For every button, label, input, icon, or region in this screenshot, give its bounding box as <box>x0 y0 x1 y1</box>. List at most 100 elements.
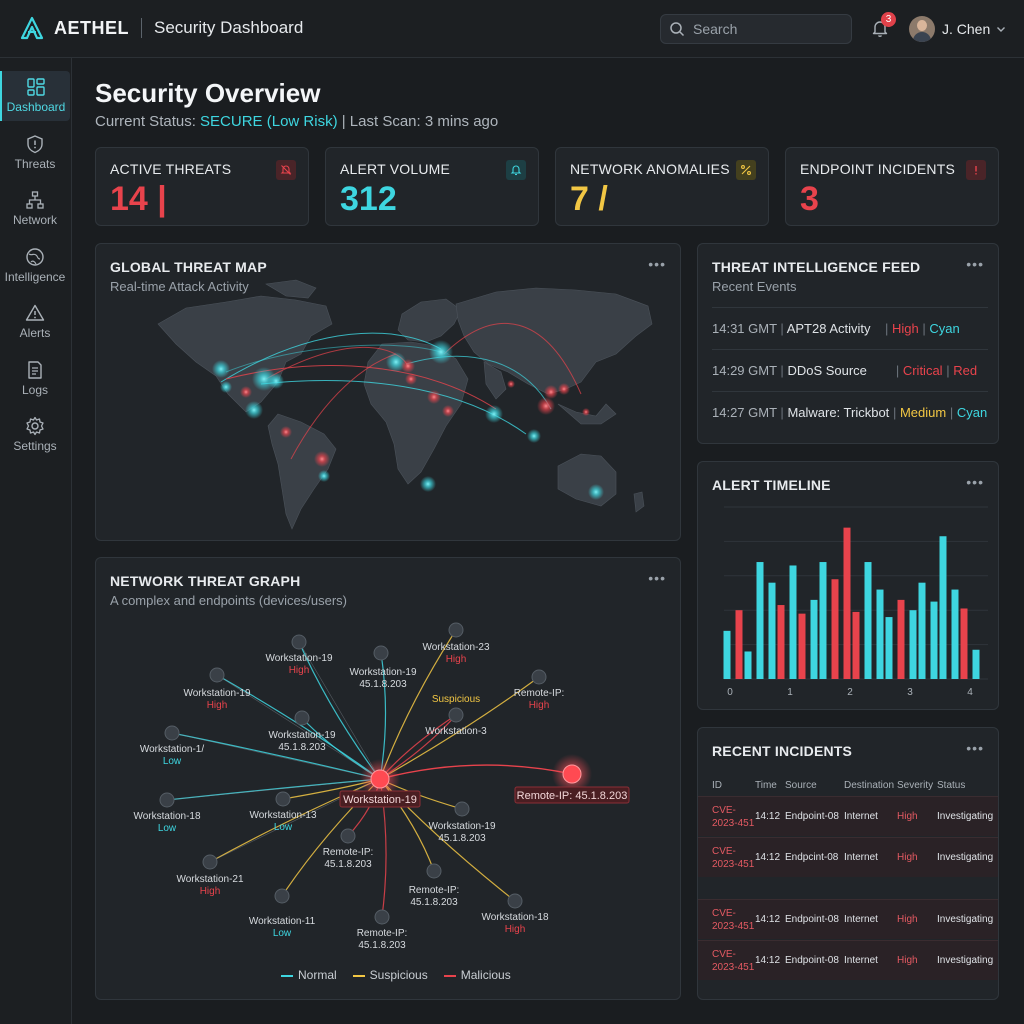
search-box[interactable] <box>660 14 852 44</box>
chart-bar[interactable] <box>810 599 818 679</box>
chart-bar[interactable] <box>789 565 797 679</box>
graph-node[interactable] <box>531 669 547 685</box>
chart-bar[interactable] <box>885 617 893 679</box>
table-row[interactable]: CVE- 2023-451 14:12 Endpcint-08 Internet … <box>698 837 998 877</box>
column-header[interactable]: ID <box>712 780 722 791</box>
world-map[interactable] <box>96 244 682 542</box>
alert-timeline-chart[interactable]: 0 1 2 3 4 <box>698 462 1000 711</box>
more-options-icon[interactable]: ••• <box>966 474 984 490</box>
chart-bar[interactable] <box>972 649 980 679</box>
feed-row[interactable]: 14:31 GMT | APT28 Activity | High | Cyan <box>712 307 988 349</box>
user-menu[interactable]: J. Chen <box>909 16 1006 42</box>
chart-bar[interactable] <box>897 599 905 679</box>
chart-bar[interactable] <box>798 613 806 679</box>
kpi-card-endpoint-incidents[interactable]: ENDPOINT INCIDENTS 3 <box>785 147 999 226</box>
more-options-icon[interactable]: ••• <box>648 570 666 586</box>
kpi-card-network-anomalies[interactable]: NETWORK ANOMALIES 7 / <box>555 147 769 226</box>
sidebar-item-intelligence[interactable]: Intelligence <box>0 241 70 291</box>
document-icon <box>28 361 42 379</box>
search-icon <box>670 22 685 37</box>
graph-node[interactable] <box>159 792 175 808</box>
chart-bar[interactable] <box>756 562 764 679</box>
chart-bar[interactable] <box>951 589 959 679</box>
incident-status: Investigating <box>937 811 994 822</box>
muted-bell-icon[interactable] <box>276 160 296 180</box>
feed-level: High <box>892 321 919 336</box>
shield-icon <box>27 135 43 154</box>
graph-node[interactable] <box>202 854 218 870</box>
graph-node[interactable] <box>209 667 225 683</box>
chart-bar[interactable] <box>876 589 884 679</box>
chart-bar[interactable] <box>777 605 785 679</box>
kpi-card-active-threats[interactable]: ACTIVE THREATS 14 | <box>95 147 309 226</box>
sidebar-item-threats[interactable]: Threats <box>0 128 70 178</box>
table-row[interactable]: CVE- 2023-451 14:12 Endpoint-08 Internet … <box>698 940 998 980</box>
sidebar-item-network[interactable]: Network <box>0 184 70 234</box>
kpi-card-alert-volume[interactable]: ALERT VOLUME 312 <box>325 147 539 226</box>
bell-icon[interactable] <box>506 160 526 180</box>
feed-level: Medium <box>899 405 947 420</box>
feed-row[interactable]: 14:29 GMT | DDoS Source | Critical | Red <box>712 349 988 391</box>
sidebar-item-settings[interactable]: Settings <box>0 410 70 460</box>
chart-bar[interactable] <box>768 582 776 679</box>
sidebar-item-dashboard[interactable]: Dashboard <box>0 71 70 121</box>
graph-edge <box>209 778 381 863</box>
chart-bar[interactable] <box>831 579 839 679</box>
separator: | <box>780 405 784 420</box>
alert-timeline-panel: ALERT TIMELINE ••• 0 1 2 3 4 <box>697 461 999 710</box>
table-row[interactable]: CVE- 2023-451 14:12 Endpoint-08 Internet … <box>698 899 998 939</box>
column-header[interactable]: Source <box>785 780 817 791</box>
chart-bar[interactable] <box>735 610 743 679</box>
graph-node[interactable] <box>373 645 389 661</box>
graph-node[interactable] <box>454 801 470 817</box>
node-status: 45.1.8.203 <box>278 742 326 753</box>
chart-bar[interactable] <box>909 610 917 679</box>
graph-node[interactable] <box>274 888 290 904</box>
chart-bar[interactable] <box>744 651 752 679</box>
chart-bar[interactable] <box>864 562 872 679</box>
percent-icon[interactable] <box>736 160 756 180</box>
graph-node[interactable] <box>291 634 307 650</box>
column-header[interactable]: Status <box>937 780 966 791</box>
more-options-icon[interactable]: ••• <box>966 256 984 272</box>
graph-node[interactable] <box>426 863 442 879</box>
graph-edge <box>171 732 381 780</box>
incident-id-prefix: CVE- <box>712 846 736 857</box>
chart-bar[interactable] <box>843 527 851 679</box>
table-row[interactable]: CVE- 2023-451 14:12 Endpoint-08 Internet … <box>698 796 998 836</box>
legend-item: Suspicious <box>352 968 428 982</box>
column-header[interactable]: Severity <box>897 780 934 791</box>
more-options-icon[interactable]: ••• <box>966 740 984 756</box>
central-node[interactable] <box>370 769 390 789</box>
node-label: Workstation-18 <box>481 912 549 923</box>
sidebar-item-logs[interactable]: Logs <box>0 354 70 404</box>
remote-node[interactable] <box>562 764 582 784</box>
feed-event: Malware: Trickbot <box>787 405 890 420</box>
more-options-icon[interactable]: ••• <box>648 256 666 272</box>
graph-node[interactable] <box>448 707 464 723</box>
graph-node[interactable] <box>507 893 523 909</box>
chart-bar[interactable] <box>960 608 968 679</box>
graph-node[interactable] <box>294 710 310 726</box>
chart-bar[interactable] <box>930 601 938 679</box>
graph-node[interactable] <box>275 791 291 807</box>
column-header[interactable]: Destination <box>844 780 895 791</box>
node-status: 45.1.8.203 <box>359 679 407 690</box>
chart-bar[interactable] <box>819 562 827 679</box>
brand[interactable]: AETHEL Security Dashboard <box>20 16 303 40</box>
graph-node[interactable] <box>374 909 390 925</box>
column-header[interactable]: Time <box>755 780 777 791</box>
feed-row[interactable]: 14:27 GMT | Malware: Trickbot | Medium |… <box>712 391 988 433</box>
sidebar-item-alerts[interactable]: Alerts <box>0 297 70 347</box>
exclamation-icon[interactable] <box>966 160 986 180</box>
chart-bar[interactable] <box>852 611 860 679</box>
chart-bar[interactable] <box>939 536 947 679</box>
chart-bar[interactable] <box>918 582 926 679</box>
search-input[interactable] <box>693 21 843 37</box>
chart-bar[interactable] <box>723 630 731 679</box>
legend-label: Suspicious <box>369 968 428 982</box>
graph-node[interactable] <box>448 622 464 638</box>
graph-node[interactable] <box>164 725 180 741</box>
graph-node[interactable] <box>340 828 356 844</box>
